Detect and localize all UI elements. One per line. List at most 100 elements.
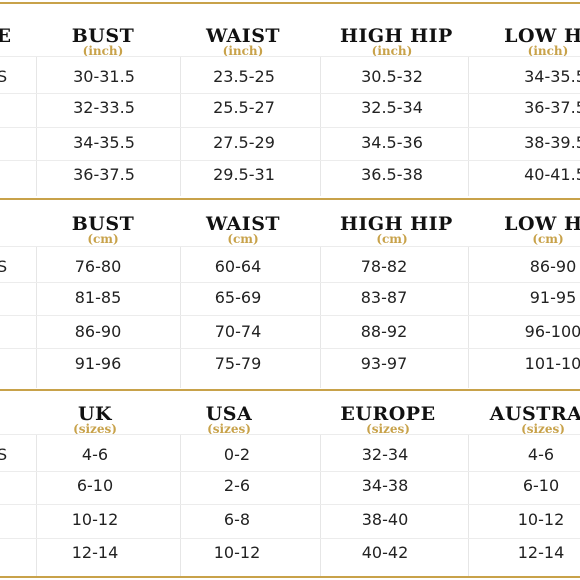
header-high-hip: HIGH HIP (cm)	[340, 213, 453, 246]
header-low-hip-unit: (cm)	[532, 232, 564, 246]
column-divider	[320, 56, 321, 196]
header-waist: WAIST (cm)	[200, 214, 286, 245]
low-hip-value: 86-90	[529, 257, 577, 276]
header-bust: BUST (cm)	[60, 214, 146, 245]
bust-value: 34-35.5	[73, 133, 135, 152]
europe-value: 38-40	[361, 510, 409, 529]
gold-rule-bottom	[0, 576, 580, 578]
high-hip-value: 36.5-38	[361, 165, 423, 184]
europe-value: 32-34	[361, 445, 409, 464]
waist-value: 60-64	[214, 257, 262, 276]
header-usa-unit: (sizes)	[207, 422, 251, 436]
high-hip-value: 30.5-32	[361, 67, 423, 86]
low-hip-value: 34-35.5	[524, 67, 580, 86]
header-australia-title: AUSTRAL	[489, 403, 580, 425]
row-divider	[0, 127, 580, 128]
bust-value: 36-37.5	[73, 165, 135, 184]
uk-value: 6-10	[76, 476, 114, 495]
column-divider	[468, 434, 469, 576]
header-europe-title: EUROPE	[340, 403, 436, 425]
low-hip-value: 96-100	[524, 322, 580, 341]
header-low-hip-unit: (inch)	[527, 44, 569, 58]
usa-value: 2-6	[223, 476, 251, 495]
header-europe: EUROPE (sizes)	[340, 404, 436, 435]
column-divider	[180, 56, 181, 196]
waist-value: 75-79	[214, 354, 262, 373]
low-hip-value: 101-10	[524, 354, 580, 373]
bust-value: 91-96	[74, 354, 122, 373]
bust-value: 30-31.5	[73, 67, 135, 86]
header-uk: UK (sizes)	[52, 404, 138, 435]
row-divider	[0, 504, 580, 505]
section-sizes: UK (sizes) USA (sizes) EUROPE (sizes) AU…	[0, 404, 580, 576]
header-low-hip: LOW HI (inch)	[500, 26, 580, 57]
uk-value: 12-14	[71, 543, 119, 562]
column-divider	[36, 434, 37, 576]
low-hip-value: 91-95	[529, 288, 577, 307]
header-bust-unit: (cm)	[87, 232, 119, 246]
high-hip-value: 34.5-36	[361, 133, 423, 152]
uk-value: 4-6	[81, 445, 109, 464]
waist-value: 25.5-27	[213, 98, 275, 117]
bust-value: 76-80	[74, 257, 122, 276]
header-high-hip-title: HIGH HIP	[340, 25, 453, 47]
usa-value: 6-8	[223, 510, 251, 529]
header-low-hip-title: LOW HI	[504, 25, 580, 47]
header-usa: USA (sizes)	[186, 404, 272, 435]
header-bust-title: BUST	[71, 25, 135, 47]
waist-value: 29.5-31	[213, 165, 275, 184]
row-divider	[0, 538, 580, 539]
header-high-hip-unit: (cm)	[376, 232, 408, 246]
usa-value: 10-12	[213, 543, 261, 562]
high-hip-value: 88-92	[360, 322, 408, 341]
header-usa-title: USA	[205, 403, 253, 425]
row-divider	[0, 93, 580, 94]
header-australia-unit: (sizes)	[521, 422, 565, 436]
header-waist: WAIST (inch)	[200, 26, 286, 57]
high-hip-value: 78-82	[360, 257, 408, 276]
low-hip-value: 40-41.5	[524, 165, 580, 184]
header-australia: AUSTRAL (sizes)	[484, 404, 580, 435]
section-inch: E BUST (inch) WAIST (inch) HIGH HIP (inc…	[0, 26, 580, 196]
australia-value: 6-10	[522, 476, 560, 495]
section-cm: BUST (cm) WAIST (cm) HIGH HIP (cm) LOW H…	[0, 214, 580, 388]
waist-value: 27.5-29	[213, 133, 275, 152]
gold-rule-2	[0, 389, 580, 391]
row-divider	[0, 282, 580, 283]
size-label: S	[0, 445, 8, 464]
europe-value: 34-38	[361, 476, 409, 495]
header-waist-unit: (inch)	[222, 44, 264, 58]
bust-value: 86-90	[74, 322, 122, 341]
row-divider	[0, 471, 580, 472]
gold-rule-1	[0, 198, 580, 200]
column-divider	[468, 246, 469, 388]
header-high-hip: HIGH HIP (inch)	[340, 25, 453, 58]
header-uk-title: UK	[77, 403, 113, 425]
row-divider	[0, 348, 580, 349]
usa-value: 0-2	[223, 445, 251, 464]
column-divider	[36, 246, 37, 388]
header-bust: BUST (inch)	[60, 26, 146, 57]
header-low-hip-title: LOW HI	[504, 213, 580, 235]
row-divider	[0, 315, 580, 316]
header-waist-unit: (cm)	[227, 232, 259, 246]
header-europe-unit: (sizes)	[366, 422, 410, 436]
high-hip-value: 83-87	[360, 288, 408, 307]
header-size-title: E	[0, 25, 12, 47]
australia-value: 10-12	[517, 510, 565, 529]
high-hip-value: 93-97	[360, 354, 408, 373]
column-divider	[320, 434, 321, 576]
header-high-hip-title: HIGH HIP	[340, 213, 453, 235]
header-bust-unit: (inch)	[82, 44, 124, 58]
header-size: E	[0, 26, 14, 46]
row-divider	[0, 160, 580, 161]
gold-rule-top	[0, 2, 580, 4]
column-divider	[320, 246, 321, 388]
bust-value: 32-33.5	[73, 98, 135, 117]
bust-value: 81-85	[74, 288, 122, 307]
header-waist-title: WAIST	[205, 213, 281, 235]
header-high-hip-unit: (inch)	[371, 44, 413, 58]
column-divider	[36, 56, 37, 196]
high-hip-value: 32.5-34	[361, 98, 423, 117]
